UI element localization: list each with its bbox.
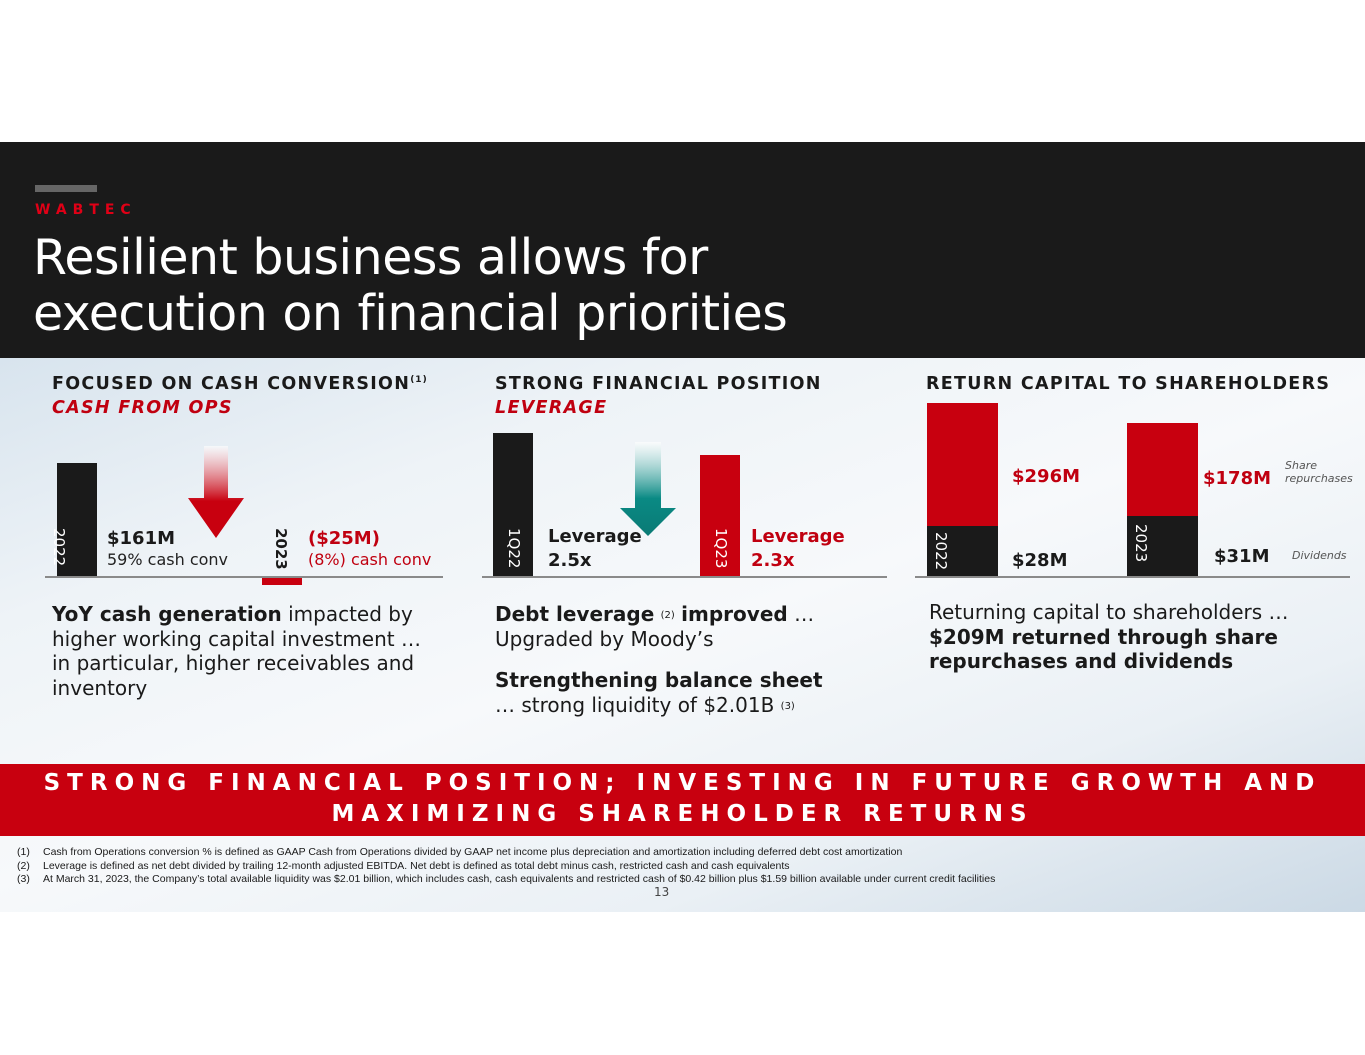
- capital-desc-bold: $209M returned through share repurchases…: [929, 624, 1278, 674]
- cash-conv-2022: 59% cash conv: [107, 550, 229, 569]
- capital-bar-2022-label: 2022: [932, 532, 950, 571]
- capital-repurch-2023: $178M: [1203, 468, 1272, 489]
- leverage-desc2-line2: … strong liquidity of $2.01B: [495, 692, 775, 717]
- cash-bar-2023-label: 2023: [272, 528, 290, 570]
- leverage-axis: [482, 576, 887, 578]
- cash-section-subtitle: CASH FROM OPS: [52, 398, 233, 418]
- cash-title-footnote: (1): [410, 375, 428, 385]
- capital-desc-line1: Returning capital to shareholders …: [929, 600, 1289, 624]
- leverage-desc-bold: Debt leverage: [495, 602, 655, 626]
- footnote: (3) At March 31, 2023, the Company’s tot…: [17, 873, 995, 887]
- banner-line-1: STRONG FINANCIAL POSITION; INVESTING IN …: [43, 770, 1322, 796]
- footnote-number: (3): [17, 873, 30, 885]
- page-number: 13: [654, 885, 670, 899]
- takeaway-banner: STRONG FINANCIAL POSITION; INVESTING IN …: [0, 764, 1365, 836]
- cash-bar-2023: [262, 577, 302, 585]
- capital-description: Returning capital to shareholders … $209…: [929, 600, 1329, 674]
- page-title: Resilient business allows for execution …: [33, 230, 933, 342]
- header: WABTEC Resilient business allows for exe…: [0, 142, 1365, 358]
- down-arrow-icon: [188, 446, 244, 538]
- down-arrow-icon: [620, 442, 676, 536]
- footnote-text: At March 31, 2023, the Company’s total a…: [43, 873, 996, 885]
- cash-value-2022: $161M: [107, 528, 176, 549]
- cash-description-rest: impacted by higher working capital inves…: [52, 602, 421, 700]
- leverage-bar-1q22: [493, 433, 533, 577]
- leverage-1q23-label: Leverage: [751, 526, 845, 547]
- legend-dividends: Dividends: [1292, 549, 1347, 562]
- footnote-text: Cash from Operations conversion % is def…: [43, 846, 903, 858]
- cash-value-2023: ($25M): [308, 528, 380, 549]
- cash-section-title: FOCUSED ON CASH CONVERSION(1): [52, 374, 428, 394]
- footnote-number: (1): [17, 846, 30, 858]
- leverage-1q22-label: Leverage: [548, 526, 642, 547]
- cash-conv-2023: (8%) cash conv: [308, 550, 432, 569]
- footnote-text: Leverage is defined as net debt divided …: [43, 859, 790, 872]
- brand-logo-text: WABTEC: [35, 202, 137, 218]
- footnote: (2) Leverage is defined as net debt divi…: [17, 860, 995, 874]
- capital-bar-2023-repurchases: [1127, 423, 1198, 516]
- leverage-description-1: Debt leverage (2) improved … Upgraded by…: [495, 602, 885, 651]
- cash-bar-2022: [57, 463, 97, 577]
- leverage-bar-1q22-label: 1Q22: [505, 528, 523, 569]
- leverage-bar-1q23-label: 1Q23: [712, 528, 730, 569]
- leverage-section-subtitle: LEVERAGE: [495, 398, 608, 418]
- leverage-footnote-2: (2): [660, 610, 675, 621]
- cash-description: YoY cash generation impacted by higher w…: [52, 602, 422, 700]
- capital-div-2023: $31M: [1214, 546, 1270, 567]
- title-line-1: Resilient business allows for: [33, 229, 708, 286]
- capital-div-2022: $28M: [1012, 550, 1068, 571]
- leverage-desc-line2: Upgraded by Moody’s: [495, 626, 714, 651]
- leverage-1q23-value: 2.3x: [751, 550, 795, 571]
- capital-axis: [915, 576, 1350, 578]
- capital-repurch-2022: $296M: [1012, 466, 1081, 487]
- cash-axis: [45, 576, 443, 578]
- header-rule: [35, 185, 97, 192]
- leverage-description-2: Strengthening balance sheet … strong liq…: [495, 668, 885, 717]
- footnotes: (1) Cash from Operations conversion % is…: [17, 846, 995, 887]
- capital-section-title: RETURN CAPITAL TO SHAREHOLDERS: [926, 374, 1331, 394]
- leverage-bar-1q23: [700, 455, 740, 577]
- capital-bar-2022-repurchases: [927, 403, 998, 526]
- cash-bar-2022-label: 2022: [50, 528, 68, 567]
- leverage-footnote-3: (3): [780, 700, 795, 712]
- cash-title-text: FOCUSED ON CASH CONVERSION: [52, 374, 411, 394]
- capital-bar-2023-dividends: [1127, 516, 1198, 577]
- leverage-desc-bold2: improved: [681, 602, 788, 626]
- leverage-section-title: STRONG FINANCIAL POSITION: [495, 374, 822, 394]
- capital-bar-2022-dividends: [927, 526, 998, 577]
- leverage-1q22-value: 2.5x: [548, 550, 592, 571]
- legend-share-repurchases: Share repurchases: [1285, 459, 1353, 485]
- title-line-2: execution on financial priorities: [33, 285, 788, 342]
- leverage-desc2-bold: Strengthening balance sheet: [495, 668, 823, 692]
- leverage-desc-rest: …: [787, 602, 815, 626]
- slide: WABTEC Resilient business allows for exe…: [0, 142, 1365, 912]
- cash-description-bold: YoY cash generation: [52, 602, 282, 626]
- content-area: FOCUSED ON CASH CONVERSION(1) CASH FROM …: [0, 358, 1365, 912]
- footnote-number: (2): [17, 859, 30, 872]
- capital-bar-2023-label: 2023: [1132, 524, 1150, 563]
- footnote: (1) Cash from Operations conversion % is…: [17, 846, 995, 860]
- banner-line-2: MAXIMIZING SHAREHOLDER RETURNS: [331, 801, 1034, 827]
